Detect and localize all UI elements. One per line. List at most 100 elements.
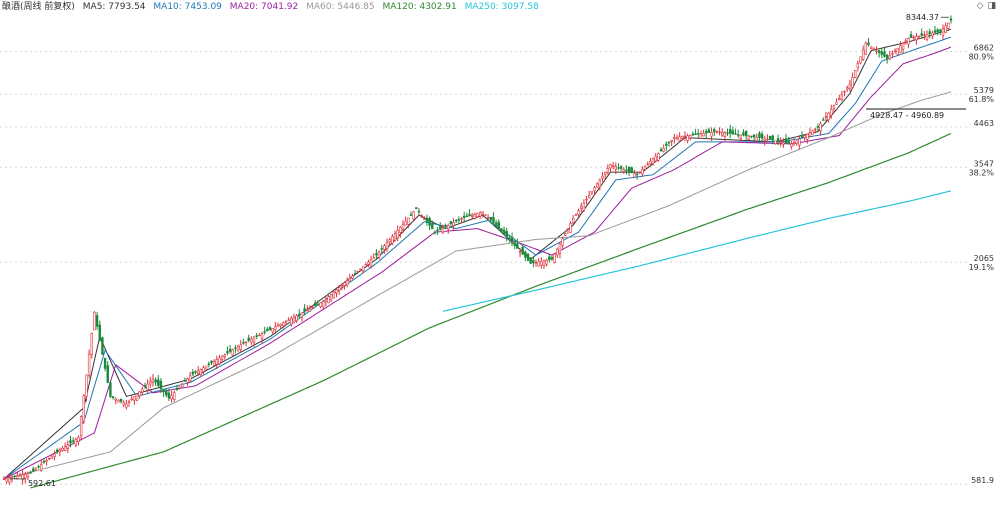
candle-body (827, 112, 830, 121)
candle (917, 35, 921, 40)
candle (627, 166, 631, 177)
candle (260, 331, 264, 344)
candle-body (494, 222, 498, 226)
legend-ma60: MA60: 5446.85 (306, 2, 375, 12)
percent-label: 19.1% (969, 263, 995, 272)
candle (388, 237, 391, 246)
candle-body (720, 131, 724, 136)
candle (279, 323, 282, 329)
candle-body (869, 46, 873, 49)
candle (149, 376, 152, 388)
candle-body (37, 466, 40, 468)
candle-body (864, 42, 868, 55)
candle-body (162, 388, 165, 393)
legend-ma5: MA5: 7793.54 (82, 2, 146, 12)
candle-body (399, 226, 402, 233)
candle (210, 360, 213, 365)
candle (800, 131, 804, 138)
candle (771, 134, 774, 145)
diamond-icon[interactable]: ◇ (976, 1, 984, 11)
candle (691, 131, 695, 136)
candle-body (234, 347, 237, 349)
candle (436, 226, 439, 235)
candle (931, 30, 934, 40)
candle-body (239, 344, 242, 350)
candle (835, 98, 838, 105)
candle (351, 273, 354, 280)
candle-body (768, 135, 772, 141)
price-label: 3547 (974, 159, 994, 168)
candle-body (202, 367, 205, 372)
ma-line-ma10 (3, 36, 952, 480)
candle-body (106, 365, 109, 383)
candle-body (343, 282, 346, 286)
candle (186, 377, 189, 386)
candle-body (247, 337, 250, 341)
candle (183, 377, 187, 382)
candle-body (843, 91, 846, 93)
candle-body (747, 135, 751, 140)
candle-body (298, 313, 301, 316)
candle (204, 365, 208, 370)
candle (675, 134, 679, 141)
candle (720, 128, 724, 137)
candle (441, 224, 445, 234)
candle (630, 166, 633, 174)
candle-body (816, 126, 820, 128)
candle (856, 60, 860, 72)
candle (444, 223, 447, 229)
candle (715, 130, 719, 134)
candle-body (649, 161, 652, 165)
candle-body (617, 167, 620, 169)
candle-body (593, 187, 596, 192)
candle (808, 127, 812, 138)
candle-body (462, 215, 466, 218)
candle-body (662, 147, 665, 152)
candle (146, 379, 149, 394)
candle-body (707, 129, 711, 133)
candle (867, 37, 870, 47)
candle-body (401, 223, 405, 230)
candle (486, 214, 490, 220)
candle (513, 238, 516, 250)
candle (122, 400, 125, 408)
candle-body (181, 383, 184, 388)
candle (101, 336, 104, 355)
candle (582, 199, 586, 212)
candle-body (939, 29, 942, 32)
candle (231, 348, 234, 356)
ma-line-ma20 (3, 46, 952, 480)
candle-body (667, 141, 671, 144)
candle-body (678, 136, 681, 142)
candle (593, 185, 596, 196)
candle (428, 216, 431, 231)
candle (154, 377, 157, 387)
candle (133, 396, 136, 405)
candle-body (473, 214, 477, 219)
candle (689, 134, 692, 141)
candle (21, 469, 24, 485)
candle-body (412, 211, 415, 220)
candle-body (167, 392, 171, 399)
candle-body (98, 324, 101, 341)
candle (383, 243, 386, 254)
candle (228, 344, 232, 354)
window-icon[interactable]: ◨ (987, 1, 996, 11)
candle (904, 38, 907, 45)
candle (505, 227, 508, 242)
candle-body (585, 198, 588, 201)
candle (665, 141, 668, 151)
candle-body (154, 379, 157, 383)
candle (364, 262, 367, 266)
candle-body (659, 149, 663, 152)
candle (298, 309, 301, 319)
candle-body (21, 474, 24, 480)
candle-body (95, 315, 99, 327)
candle-body (848, 83, 852, 90)
candle (598, 178, 602, 191)
candle (234, 344, 237, 354)
candle (95, 311, 99, 331)
candle (29, 470, 32, 475)
candle (619, 165, 623, 172)
